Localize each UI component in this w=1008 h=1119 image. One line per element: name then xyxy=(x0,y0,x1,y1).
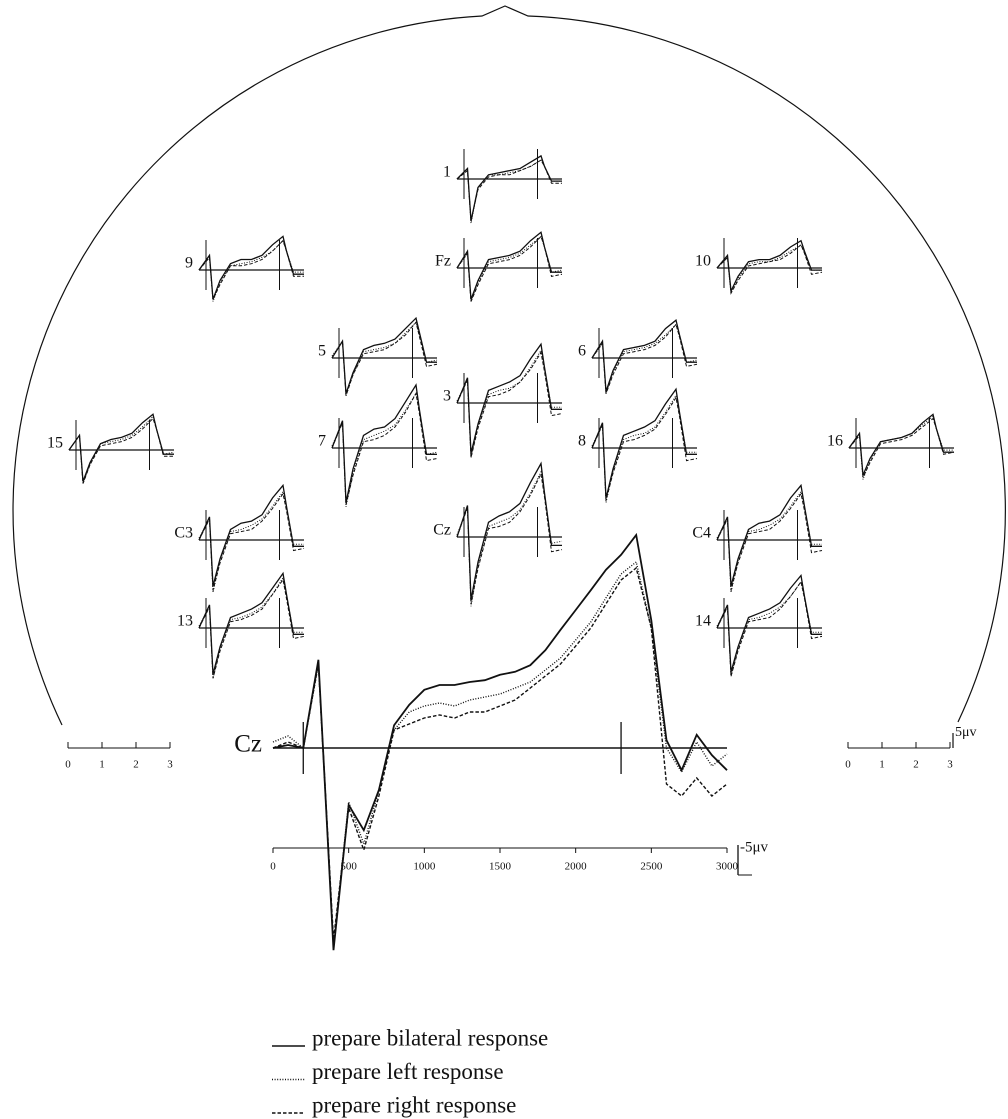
electrode-label: 8 xyxy=(578,433,586,450)
trace xyxy=(457,353,562,458)
electrode-label: C3 xyxy=(174,525,193,542)
trace xyxy=(457,351,562,458)
electrode-label: 13 xyxy=(177,613,193,630)
trace xyxy=(717,485,822,586)
electrode-label: 15 xyxy=(47,435,63,452)
trace xyxy=(457,472,562,606)
trace xyxy=(592,324,697,393)
electrode-label: 6 xyxy=(578,343,586,360)
electrode-label: 1 xyxy=(443,164,451,181)
trace xyxy=(199,580,304,679)
head-outline xyxy=(13,6,1005,725)
trace xyxy=(332,318,437,394)
electrode-label: Cz xyxy=(433,522,451,539)
trace xyxy=(592,320,697,391)
scale-bar-label: 5μv xyxy=(955,725,977,740)
x-tick-label: 1 xyxy=(879,759,885,771)
trace xyxy=(717,582,822,677)
trace xyxy=(69,419,174,484)
trace xyxy=(592,324,697,393)
trace xyxy=(457,344,562,453)
trace xyxy=(199,241,304,302)
trace xyxy=(457,474,562,604)
x-tick-label: 3 xyxy=(167,759,173,771)
trace xyxy=(592,398,697,501)
legend-label: prepare right response xyxy=(312,1092,516,1117)
x-tick-label: 3000 xyxy=(716,861,739,873)
trace xyxy=(592,396,697,503)
trace xyxy=(717,494,822,591)
trace xyxy=(332,393,437,504)
trace xyxy=(199,573,304,674)
electrode-label: 3 xyxy=(443,388,451,405)
trace xyxy=(199,485,304,586)
trace xyxy=(457,232,562,299)
x-tick-label: 0 xyxy=(270,861,276,873)
x-tick-label: 2000 xyxy=(565,861,588,873)
x-tick-label: 2 xyxy=(133,759,139,771)
electrode-label: C4 xyxy=(692,525,711,542)
x-tick-label: 1000 xyxy=(413,861,436,873)
trace xyxy=(199,494,304,591)
trace xyxy=(332,385,437,503)
x-tick-label: 2500 xyxy=(640,861,663,873)
trace xyxy=(717,582,822,677)
legend-label: prepare bilateral response xyxy=(312,1025,548,1050)
legend-label: prepare left response xyxy=(312,1059,504,1084)
trace xyxy=(457,464,562,601)
trace xyxy=(849,414,954,475)
electrode-label: 16 xyxy=(827,433,843,450)
trace xyxy=(457,237,562,302)
electrode-label: 5 xyxy=(318,343,326,360)
trace xyxy=(273,535,727,950)
trace xyxy=(332,322,437,396)
x-tick-label: 2 xyxy=(913,759,919,771)
electrode-label: Fz xyxy=(435,253,451,270)
electrode-label: 7 xyxy=(318,433,326,450)
x-tick-label: 3 xyxy=(947,759,953,771)
figure: Cz 0 5 0 0 1000 1500 2000 2500 3000-5μv prepare bi… xyxy=(0,0,1008,1119)
electrode-label: 10 xyxy=(695,253,711,270)
chart-title: Cz xyxy=(234,731,262,758)
trace xyxy=(273,562,727,946)
trace xyxy=(717,576,822,673)
electrode-label: 9 xyxy=(185,255,193,272)
electrode-label: 14 xyxy=(695,613,711,630)
trace xyxy=(199,236,304,299)
x-tick-label: 1500 xyxy=(489,861,512,873)
trace xyxy=(457,237,562,302)
trace xyxy=(717,241,822,291)
x-tick-label: 0 xyxy=(845,759,851,771)
x-tick-label: 1 xyxy=(99,759,105,771)
trace xyxy=(592,389,697,498)
trace xyxy=(332,393,437,506)
trace xyxy=(69,414,174,481)
scale-bar-label: -5μv xyxy=(740,839,769,855)
trace xyxy=(332,322,437,396)
x-tick-label: 0 xyxy=(65,759,71,771)
